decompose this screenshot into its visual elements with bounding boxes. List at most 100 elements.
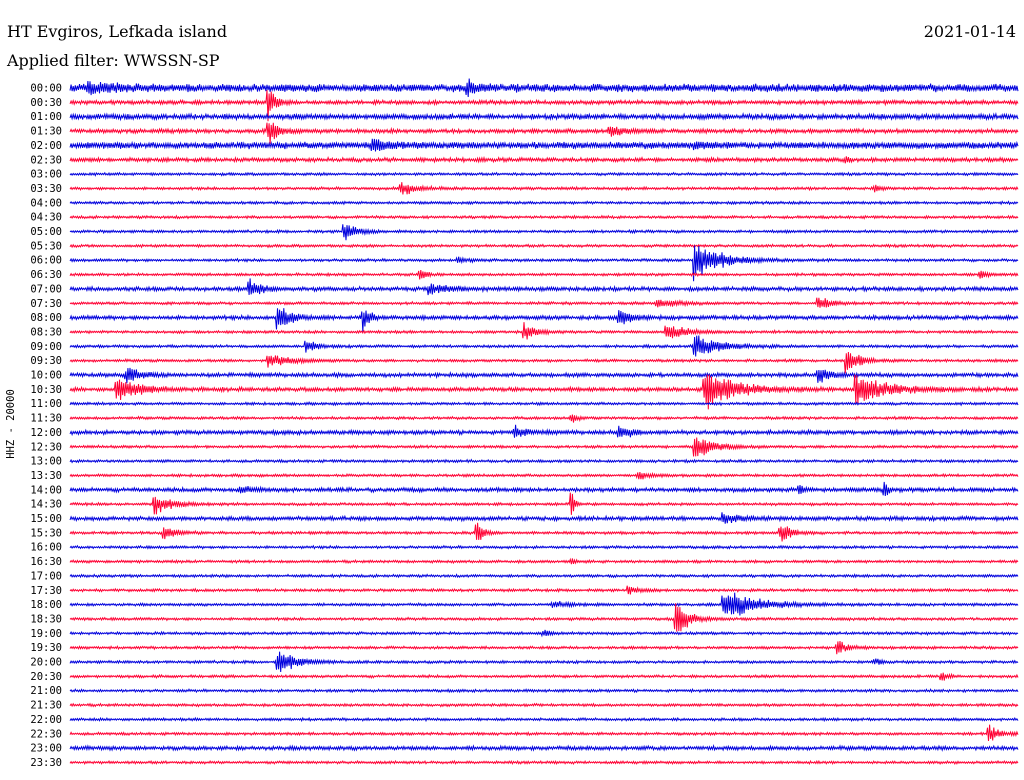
trace-line <box>69 603 1019 632</box>
chart-title: HT Evgiros, Lefkada island <box>7 22 227 41</box>
trace-line <box>69 759 1019 766</box>
tick-label: 07:00 <box>30 283 62 295</box>
trace-line <box>69 544 1019 550</box>
time-tick-labels: 00:00 00:30 01:00 01:30 02:00 02:30 03:00 03:30… <box>30 83 62 769</box>
tick-label: 21:30 <box>30 700 62 712</box>
tick-label: 04:00 <box>30 197 62 209</box>
tick-label: 12:30 <box>30 441 62 453</box>
tick-label: 16:00 <box>30 542 62 554</box>
tick-label: 17:30 <box>30 585 62 597</box>
trace-line <box>69 308 1019 332</box>
seismic-traces <box>69 78 1019 766</box>
trace-line <box>69 122 1019 144</box>
trace-line <box>69 278 1019 296</box>
tick-label: 21:00 <box>30 685 62 697</box>
tick-label: 00:30 <box>30 97 62 109</box>
tick-label: 06:30 <box>30 269 62 281</box>
trace-line <box>69 522 1019 542</box>
trace-line <box>69 269 1019 280</box>
trace-line <box>69 243 1019 249</box>
trace-line <box>69 651 1019 673</box>
trace-line <box>69 245 1019 282</box>
trace-line <box>69 592 1019 616</box>
tick-label: 02:30 <box>30 154 62 166</box>
trace-line <box>69 200 1019 206</box>
y-axis-label: HHZ - 20000 <box>5 389 17 459</box>
tick-label: 20:30 <box>30 671 62 683</box>
trace-line <box>69 224 1019 241</box>
trace-line <box>69 585 1019 595</box>
trace-line <box>69 672 1019 681</box>
trace-line <box>69 716 1019 723</box>
trace-line <box>69 437 1019 457</box>
trace-line <box>69 557 1019 565</box>
tick-label: 15:30 <box>30 527 62 539</box>
trace-line <box>69 414 1019 423</box>
trace-line <box>69 458 1019 464</box>
trace-line <box>69 171 1019 177</box>
tick-label: 20:00 <box>30 657 62 669</box>
trace-line <box>69 724 1019 742</box>
trace-line <box>69 322 1019 340</box>
tick-label: 11:30 <box>30 413 62 425</box>
tick-label: 19:30 <box>30 642 62 654</box>
tick-label: 15:00 <box>30 513 62 525</box>
trace-line <box>69 155 1019 164</box>
trace-line <box>69 424 1019 438</box>
trace-line <box>69 512 1019 524</box>
tick-label: 07:30 <box>30 298 62 310</box>
trace-line <box>69 78 1019 98</box>
tick-label: 01:30 <box>30 126 62 138</box>
tick-label: 01:00 <box>30 111 62 123</box>
tick-label: 10:00 <box>30 370 62 382</box>
tick-label: 17:00 <box>30 570 62 582</box>
chart-date: 2021-01-14 <box>924 22 1016 41</box>
tick-label: 18:00 <box>30 599 62 611</box>
trace-line <box>69 214 1019 220</box>
trace-line <box>69 640 1019 655</box>
tick-label: 05:00 <box>30 226 62 238</box>
tick-label: 04:30 <box>30 212 62 224</box>
trace-line <box>69 702 1019 708</box>
trace-line <box>69 471 1019 480</box>
trace-line <box>69 367 1019 384</box>
tick-label: 13:00 <box>30 456 62 468</box>
tick-label: 12:00 <box>30 427 62 439</box>
tick-label: 02:00 <box>30 140 62 152</box>
tick-label: 19:00 <box>30 628 62 640</box>
trace-line <box>69 138 1019 152</box>
trace-line <box>69 182 1019 195</box>
tick-label: 08:00 <box>30 312 62 324</box>
tick-label: 08:30 <box>30 326 62 338</box>
tick-label: 14:00 <box>30 484 62 496</box>
trace-line <box>69 90 1019 122</box>
trace-line <box>69 744 1019 752</box>
tick-label: 06:00 <box>30 255 62 267</box>
trace-line <box>69 351 1019 374</box>
tick-label: 23:00 <box>30 743 62 755</box>
tick-label: 09:00 <box>30 341 62 353</box>
tick-label: 10:30 <box>30 384 62 396</box>
trace-line <box>69 335 1019 357</box>
trace-line <box>69 400 1019 407</box>
trace-line <box>69 629 1019 638</box>
chart-subtitle: Applied filter: WWSSN-SP <box>6 51 220 70</box>
tick-label: 03:00 <box>30 169 62 181</box>
tick-label: 22:00 <box>30 714 62 726</box>
tick-label: 18:30 <box>30 613 62 625</box>
tick-label: 00:00 <box>30 83 62 95</box>
trace-line <box>69 111 1019 122</box>
tick-label: 23:30 <box>30 757 62 769</box>
trace-line <box>69 297 1019 308</box>
tick-label: 13:30 <box>30 470 62 482</box>
tick-label: 22:30 <box>30 728 62 740</box>
tick-label: 11:00 <box>30 398 62 410</box>
tick-label: 03:30 <box>30 183 62 195</box>
trace-line <box>69 374 1019 410</box>
trace-line <box>69 688 1019 694</box>
tick-label: 09:30 <box>30 355 62 367</box>
trace-line <box>69 573 1019 579</box>
trace-line <box>69 492 1019 515</box>
tick-label: 14:30 <box>30 499 62 511</box>
